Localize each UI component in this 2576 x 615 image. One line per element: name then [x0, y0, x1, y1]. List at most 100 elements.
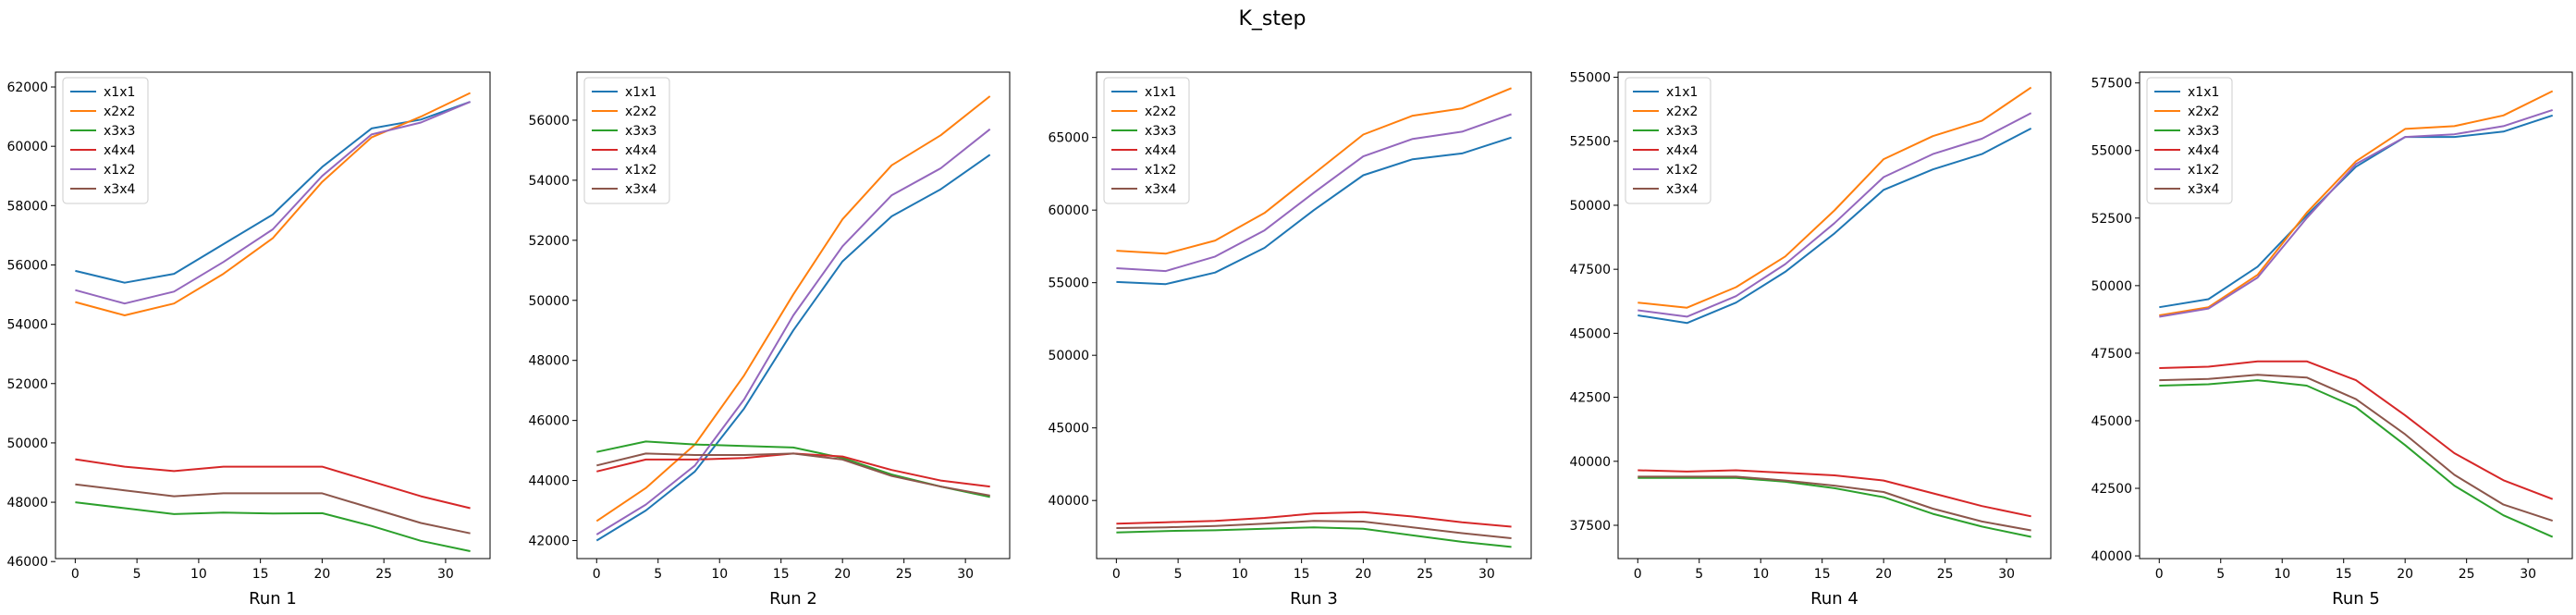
y-tick-label: 52500	[2091, 212, 2132, 227]
series-line-x1x2	[595, 128, 991, 535]
series-line-x4x4	[596, 452, 990, 488]
x-tick-label: 20	[2397, 567, 2413, 582]
legend-label: x3x3	[2188, 124, 2219, 139]
series-line-x3x3	[1116, 526, 1512, 548]
y-tick-label: 40000	[1048, 494, 1089, 509]
series-line-x3x4	[1116, 520, 1512, 539]
series-line-x1x1	[1116, 136, 1512, 286]
y-tick-label: 60000	[1048, 203, 1089, 218]
series-line-x1x1	[595, 154, 991, 542]
series-line-x1x2	[2159, 108, 2554, 318]
series-line-x1x1	[1638, 128, 2032, 325]
series-line-x2x2	[75, 92, 472, 316]
legend-label: x2x2	[625, 105, 656, 119]
x-tick-label: 30	[2520, 567, 2536, 582]
y-tick-label: 55000	[2091, 144, 2132, 159]
legend-label: x2x2	[104, 105, 135, 119]
y-tick-label: 40000	[1569, 455, 1611, 470]
y-tick-label: 50000	[1569, 199, 1611, 214]
x-tick-label: 0	[2155, 567, 2164, 582]
axes-frame	[576, 71, 1011, 560]
y-tick-label: 48000	[6, 496, 48, 510]
x-tick-label: 20	[834, 567, 851, 582]
series-line-x1x2	[1638, 112, 2032, 318]
x-tick-label: 15	[1294, 567, 1310, 582]
legend-label: x4x4	[104, 143, 135, 158]
series-line-x3x4	[75, 483, 471, 535]
y-tick-label: 47500	[1569, 263, 1611, 277]
legend: x1x1 x2x2 x3x3 x4x4 x1x2 x3x4	[2146, 77, 2233, 204]
x-tick-label: 25	[375, 567, 392, 582]
legend-label: x4x4	[625, 143, 656, 158]
y-tick-label: 57500	[2091, 77, 2132, 92]
y-tick-label: 45000	[2091, 414, 2132, 429]
x-tick-label: 0	[593, 567, 601, 582]
series-line-x1x2	[75, 101, 471, 305]
x-tick-label: 15	[2336, 567, 2352, 582]
legend-label: x1x1	[104, 85, 135, 100]
x-axis-label: Run 1	[249, 589, 297, 609]
y-tick-label: 52500	[1569, 135, 1611, 150]
series-line-x1x2	[1116, 113, 1512, 273]
legend-label: x3x4	[1145, 182, 1176, 197]
y-tick-label: 62000	[6, 80, 48, 95]
series-line-x2x2	[595, 95, 991, 523]
x-tick-label: 10	[2274, 567, 2290, 582]
legend-label: x3x4	[625, 182, 656, 197]
series-line-x3x4	[1638, 475, 2031, 532]
subplot-run-1: 0 5 10 15 20 25 30 46000 48000 50000 52000 54000 560…	[6, 71, 491, 609]
x-tick-label: 15	[252, 567, 269, 582]
legend-label: x1x1	[2188, 85, 2219, 100]
y-tick-label: 44000	[528, 474, 570, 489]
x-tick-label: 5	[2216, 567, 2225, 582]
y-tick-label: 42500	[1569, 391, 1611, 406]
legend-label: x3x3	[104, 124, 135, 139]
legend-box	[583, 77, 670, 204]
x-tick-label: 10	[1232, 567, 1248, 582]
y-tick-label: 65000	[1048, 131, 1089, 146]
legend-label: x3x3	[625, 124, 656, 139]
y-tick-label: 42000	[528, 535, 570, 549]
y-tick-label: 60000	[6, 140, 48, 154]
legend: x1x1 x2x2 x3x3 x4x4 x1x2 x3x4	[583, 77, 670, 204]
legend-label: x1x1	[1145, 85, 1176, 100]
legend-box	[1625, 77, 1711, 204]
legend-box	[2146, 77, 2233, 204]
y-tick-label: 47500	[2091, 347, 2132, 362]
y-tick-label: 50000	[2091, 279, 2132, 294]
y-tick-label: 50000	[1048, 349, 1089, 363]
y-tick-label: 46000	[528, 414, 570, 429]
y-tick-label: 58000	[6, 199, 48, 214]
series-line-x3x4	[2159, 374, 2554, 523]
subplot-run-4: 0 5 10 15 20 25 30 37500 40000 42500 45000 47500 500…	[1569, 71, 2052, 609]
x-tick-label: 20	[313, 567, 330, 582]
legend-label: x1x1	[625, 85, 656, 100]
x-tick-label: 25	[896, 567, 913, 582]
subplot-run-3: 0 5 10 15 20 25 30 40000 45000 50000 55000 60000 650…	[1048, 71, 1532, 609]
legend-label: x3x4	[104, 182, 135, 197]
x-axis-label: Run 3	[1290, 589, 1338, 609]
axes-frame	[2139, 71, 2573, 560]
series-line-x4x4	[75, 458, 471, 510]
legend-label: x3x3	[1666, 124, 1698, 139]
x-tick-label: 10	[1752, 567, 1769, 582]
x-tick-label: 30	[1478, 567, 1495, 582]
x-tick-label: 30	[1998, 567, 2015, 582]
x-tick-label: 5	[1174, 567, 1183, 582]
series-line-x1x1	[2159, 114, 2554, 309]
series-line-x2x2	[1116, 87, 1512, 255]
y-tick-label: 42500	[2091, 482, 2132, 497]
legend-label: x1x1	[1666, 85, 1698, 100]
x-tick-label: 25	[1417, 567, 1433, 582]
series-line-x3x3	[75, 501, 471, 552]
y-tick-label: 54000	[6, 318, 48, 333]
legend-box	[1103, 77, 1190, 204]
series-line-x3x4	[596, 452, 990, 497]
y-tick-label: 54000	[528, 174, 570, 189]
series-line-x4x4	[1638, 469, 2031, 518]
y-tick-label: 46000	[6, 555, 48, 570]
legend-label: x4x4	[1145, 143, 1176, 158]
x-tick-label: 5	[133, 567, 141, 582]
series-line-x4x4	[1116, 510, 1512, 528]
y-tick-label: 56000	[528, 114, 570, 129]
